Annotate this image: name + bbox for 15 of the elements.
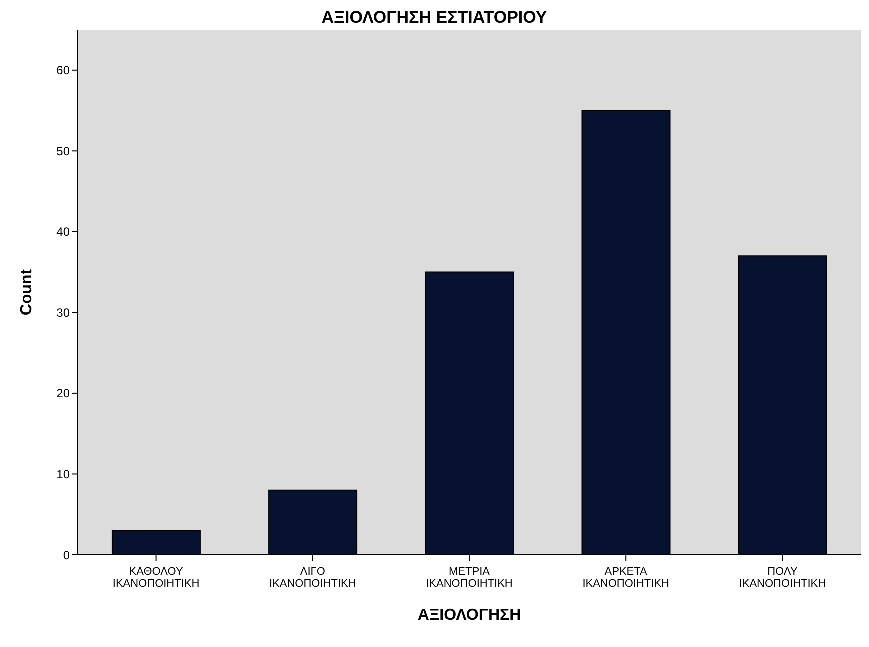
x-tick-label: ΑΡΚΕΤΑ ΙΚΑΝΟΠΟΙΗΤΙΚΗ (582, 566, 670, 590)
x-tick-label: ΚΑΘΟΛΟΥ ΙΚΑΝΟΠΟΙΗΤΙΚΗ (112, 566, 200, 590)
y-tick-label: 40 (56, 225, 70, 240)
x-tick-label: ΛΙΓΟ ΙΚΑΝΟΠΟΙΗΤΙΚΗ (270, 566, 356, 590)
y-tick-label: 0 (63, 548, 70, 562)
y-axis-title: Count (18, 268, 36, 316)
x-tick-label: ΠΟΛΥ ΙΚΑΝΟΠΟΙΗΤΙΚΗ (739, 566, 826, 590)
x-tick-label: ΜΕΤΡΙΑ ΙΚΑΝΟΠΟΙΗΤΙΚΗ (426, 566, 513, 590)
y-tick-label: 50 (56, 144, 70, 158)
y-tick-label: 20 (56, 386, 70, 401)
chart-title: ΑΞΙΟΛΟΓΗΣΗ ΕΣΤΙΑΤΟΡΙΟΥ (320, 8, 548, 29)
x-axis-title: ΑΞΙΟΛΟΓΗΣΗ (418, 607, 522, 624)
y-tick-label: 30 (56, 306, 70, 320)
y-tick-label: 60 (56, 64, 70, 78)
y-tick-label: 10 (56, 467, 70, 482)
